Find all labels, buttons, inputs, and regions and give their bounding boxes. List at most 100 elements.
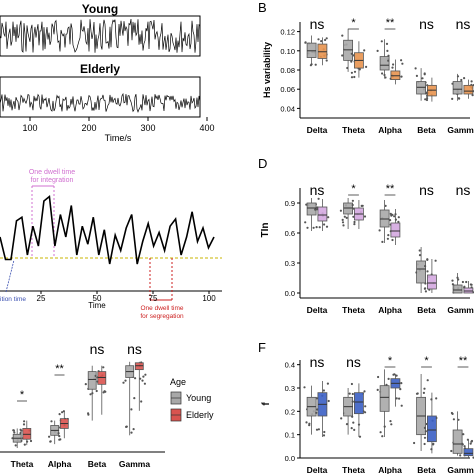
data-point [50, 420, 53, 423]
data-point [418, 249, 421, 252]
data-point [462, 433, 465, 436]
data-point [314, 208, 317, 211]
box-young [452, 429, 463, 454]
sig-label: * [388, 355, 393, 367]
data-point [125, 425, 128, 428]
data-point [352, 54, 355, 57]
data-point [95, 389, 98, 393]
data-point [94, 374, 97, 377]
box-elderly [353, 392, 364, 415]
data-point [350, 60, 353, 63]
data-point [384, 204, 387, 207]
sig-label: ns [90, 341, 105, 357]
data-point [380, 40, 383, 43]
sig-label: ns [419, 182, 434, 198]
panel-D-ylabel: TIn [260, 223, 271, 238]
data-point [124, 379, 127, 382]
data-point [89, 393, 92, 396]
data-point [341, 221, 345, 224]
data-point [303, 386, 306, 389]
data-point [350, 382, 353, 386]
panel-F-y-tick-label: 0.0 [285, 454, 295, 463]
elderly-trace [0, 92, 201, 113]
data-point [312, 226, 315, 229]
data-point [132, 428, 135, 431]
data-point [425, 92, 428, 95]
data-point [49, 440, 52, 443]
data-point [13, 431, 16, 434]
data-point [350, 76, 354, 79]
sig-label: ** [55, 363, 64, 375]
timeseries-x-label: Time/s [105, 133, 132, 143]
data-point [422, 391, 425, 394]
data-point [320, 40, 323, 43]
data-point [315, 428, 319, 431]
data-point [353, 428, 356, 431]
data-point [141, 379, 144, 382]
dwell-x-tick-label: 75 [149, 294, 158, 303]
data-point [391, 213, 394, 216]
panel-F-letter: F [258, 340, 266, 355]
sig-label: ns [456, 16, 471, 32]
data-point [379, 431, 382, 434]
segregation-note-line2: for segregation [140, 313, 184, 320]
data-point [323, 430, 326, 434]
data-point [358, 435, 362, 438]
data-point [398, 397, 401, 400]
data-point [59, 438, 62, 441]
dwell-x-label: Time [88, 301, 106, 310]
data-point [458, 97, 461, 100]
panel-D-y-tick-label: 0.6 [285, 229, 295, 238]
data-point [57, 432, 60, 435]
bl-significance: ***ns ns [17, 341, 142, 402]
panel-F-category-label: Alpha [378, 465, 402, 474]
data-point [339, 209, 342, 212]
data-point [452, 418, 455, 421]
data-point [381, 72, 384, 75]
data-point [387, 377, 390, 380]
data-point [423, 387, 426, 390]
panel-B-category-label: Beta [417, 125, 436, 135]
timeseries-x-tick-label: 100 [22, 123, 37, 133]
panel-B-letter: B [258, 0, 267, 15]
data-point [389, 420, 392, 423]
data-point [351, 400, 354, 403]
box-elderly [426, 274, 437, 290]
data-point [363, 215, 367, 218]
data-point [20, 429, 23, 432]
data-point [350, 52, 353, 55]
sig-label: ns [346, 354, 361, 370]
data-point [413, 441, 416, 445]
data-point [387, 234, 390, 237]
panel-D-y-tick-label: 0.0 [285, 289, 295, 298]
data-point [327, 216, 330, 219]
box-elderly [426, 415, 437, 443]
data-point [353, 220, 356, 224]
sig-label: ns [310, 354, 325, 370]
panel-F-boxes [303, 369, 474, 459]
panel-F-category-label: Delta [307, 465, 328, 474]
data-point [327, 399, 330, 403]
data-point [12, 429, 15, 432]
box-young [87, 371, 97, 390]
bottom-left-boxplot: ***ns ns Theta Alpha Beta Gamma Age Young El… [0, 341, 214, 469]
data-point [421, 77, 424, 80]
dwell-guides [5, 185, 173, 301]
data-point [451, 279, 454, 282]
data-point [326, 382, 329, 385]
data-point [143, 382, 146, 385]
dwell-x-tick-label: 25 [37, 294, 46, 303]
data-point [397, 216, 400, 219]
data-point [465, 280, 468, 284]
data-point [48, 435, 51, 438]
data-point [426, 379, 429, 382]
data-point [341, 218, 344, 221]
data-point [381, 240, 384, 243]
sig-label: * [424, 355, 429, 367]
data-point [84, 383, 87, 386]
data-point [424, 265, 427, 268]
data-point [424, 282, 427, 285]
data-point [353, 75, 356, 79]
panel-D-category-label: Delta [307, 305, 328, 315]
